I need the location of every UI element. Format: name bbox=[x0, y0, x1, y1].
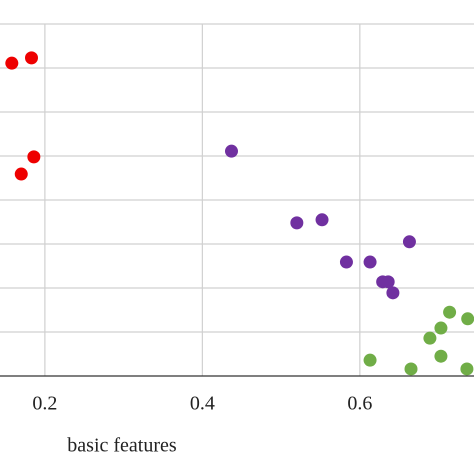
x-tick-label: 0.6 bbox=[347, 393, 372, 415]
x-axis-label: basic features bbox=[67, 435, 177, 457]
x-tick-label: 0.4 bbox=[190, 393, 215, 415]
point bbox=[363, 255, 377, 269]
point bbox=[386, 286, 400, 300]
point bbox=[290, 216, 304, 230]
point bbox=[460, 362, 474, 376]
point bbox=[381, 275, 395, 289]
point bbox=[315, 213, 329, 227]
point bbox=[434, 349, 448, 363]
point bbox=[404, 362, 418, 376]
point bbox=[461, 312, 474, 326]
point bbox=[363, 353, 377, 367]
point bbox=[402, 235, 416, 249]
x-tick-label: 0.2 bbox=[32, 393, 57, 415]
point bbox=[24, 51, 38, 65]
point bbox=[5, 56, 19, 70]
point bbox=[339, 255, 353, 269]
point bbox=[14, 167, 28, 181]
point bbox=[224, 144, 238, 158]
point bbox=[27, 150, 41, 164]
point bbox=[443, 305, 457, 319]
point bbox=[434, 321, 448, 335]
point bbox=[423, 331, 437, 345]
